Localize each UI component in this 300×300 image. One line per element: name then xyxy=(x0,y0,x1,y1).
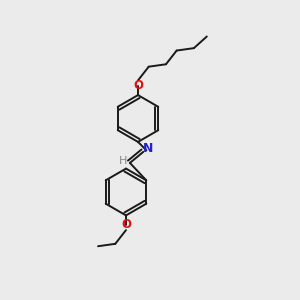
Text: N: N xyxy=(143,142,153,155)
Text: O: O xyxy=(133,79,143,92)
Text: O: O xyxy=(121,218,131,232)
Text: H: H xyxy=(119,156,128,167)
